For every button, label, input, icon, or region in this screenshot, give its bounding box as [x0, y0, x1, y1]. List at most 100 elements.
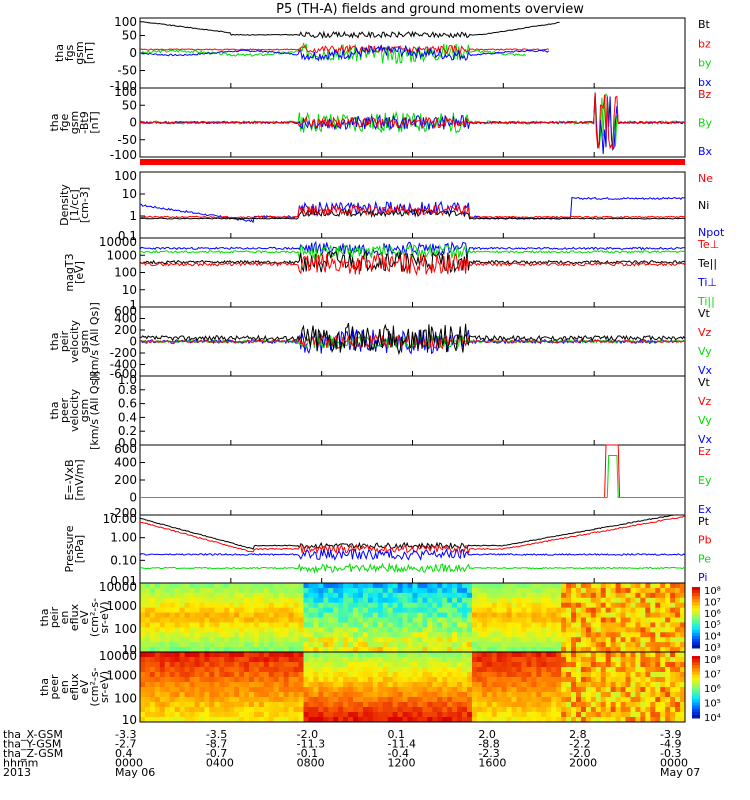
heatmap-cell	[506, 602, 513, 609]
heatmap-cell	[313, 607, 319, 614]
heatmap-cell	[605, 647, 612, 653]
heatmap-cell	[605, 637, 612, 643]
heatmap-cell	[595, 602, 602, 609]
heatmap-cell	[214, 682, 220, 688]
heatmap-cell	[288, 657, 295, 663]
heatmap-cell	[283, 583, 290, 589]
heatmap-cell	[640, 602, 646, 609]
heatmap-cell	[675, 592, 681, 599]
heatmap-cell	[348, 682, 354, 688]
heatmap-cell	[333, 672, 339, 678]
heatmap-cell	[154, 672, 161, 678]
heatmap-cell	[585, 587, 592, 594]
heatmap-cell	[566, 647, 572, 653]
heatmap-cell	[159, 637, 166, 643]
heatmap-cell	[253, 702, 260, 708]
heatmap-cell	[209, 597, 215, 604]
heatmap-cell	[516, 707, 522, 713]
heatmap-cell	[571, 692, 577, 698]
heatmap-cell	[189, 622, 195, 628]
heatmap-cell	[675, 597, 681, 604]
heatmap-cell	[432, 622, 438, 628]
heatmap-cell	[412, 652, 418, 658]
heatmap-cell	[239, 697, 245, 703]
heatmap-cell	[268, 607, 275, 614]
heatmap-cell	[655, 583, 661, 589]
heatmap-cell	[432, 667, 438, 673]
heatmap-cell	[437, 702, 443, 708]
heatmap-cell	[268, 712, 275, 718]
heatmap-cell	[273, 622, 280, 628]
heatmap-cell	[506, 712, 513, 718]
heatmap-cell	[447, 677, 453, 683]
heatmap-cell	[442, 592, 448, 599]
heatmap-cell	[323, 642, 329, 648]
heatmap-cell	[249, 602, 255, 609]
y-tick-label: 1000	[106, 248, 137, 262]
heatmap-cell	[353, 597, 359, 604]
heatmap-cell	[585, 667, 592, 673]
heatmap-cell	[511, 707, 518, 713]
legend-bx: bx	[698, 76, 712, 89]
heatmap-cell	[144, 687, 151, 693]
heatmap-cell	[367, 667, 374, 673]
heatmap-cell	[610, 607, 617, 614]
heatmap-cell	[437, 687, 443, 693]
heatmap-cell	[338, 602, 344, 609]
heatmap-cell	[358, 697, 364, 703]
heatmap-cell	[140, 592, 146, 599]
heatmap-cell	[362, 632, 369, 638]
heatmap-cell	[625, 712, 631, 718]
heatmap-cell	[164, 662, 171, 668]
heatmap-cell	[526, 592, 532, 599]
heatmap-cell	[273, 717, 280, 723]
heatmap-cell	[258, 622, 265, 628]
y-tick-label: -100	[110, 79, 137, 93]
heatmap-cell	[387, 682, 394, 688]
heatmap-cell	[358, 597, 364, 604]
heatmap-cell	[452, 717, 458, 723]
heatmap-cell	[496, 607, 503, 614]
heatmap-cell	[437, 637, 443, 643]
heatmap-cell	[447, 662, 453, 668]
heatmap-cell	[486, 697, 493, 703]
heatmap-cell	[229, 642, 235, 648]
heatmap-cell	[199, 682, 205, 688]
heatmap-cell	[625, 632, 631, 638]
heatmap-cell	[362, 692, 369, 698]
heatmap-cell	[189, 637, 195, 643]
heatmap-cell	[427, 597, 433, 604]
heatmap-cell	[140, 707, 146, 713]
heatmap-cell	[620, 712, 627, 718]
heatmap-cell	[229, 587, 235, 594]
heatmap-cell	[432, 642, 438, 648]
heatmap-cell	[184, 622, 191, 628]
heatmap-cell	[610, 657, 617, 663]
heatmap-cell	[655, 622, 661, 628]
heatmap-cell	[402, 583, 409, 589]
heatmap-cell	[541, 692, 547, 698]
heatmap-cell	[491, 602, 498, 609]
heatmap-cell	[323, 583, 329, 589]
heatmap-cell	[447, 587, 453, 594]
heatmap-cell	[268, 677, 275, 683]
heatmap-cell	[273, 702, 280, 708]
series-Ti-perp	[139, 240, 686, 257]
heatmap-cell	[258, 662, 265, 668]
heatmap-cell	[328, 667, 334, 673]
heatmap-cell	[328, 587, 334, 594]
heatmap-cell	[571, 647, 577, 653]
heatmap-cell	[214, 717, 220, 723]
heatmap-cell	[521, 697, 527, 703]
heatmap-cell	[244, 697, 250, 703]
heatmap-cell	[407, 642, 413, 648]
heatmap-cell	[580, 667, 587, 673]
heatmap-cell	[650, 687, 656, 693]
heatmap-cell	[377, 617, 384, 623]
heatmap-cell	[417, 687, 423, 693]
heatmap-cell	[457, 672, 463, 678]
heatmap-cell	[675, 712, 681, 718]
heatmap-cell	[580, 583, 587, 589]
heatmap-cell	[362, 647, 369, 653]
